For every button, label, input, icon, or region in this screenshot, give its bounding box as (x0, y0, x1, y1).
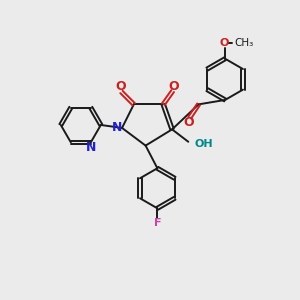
Text: O: O (184, 116, 194, 129)
Text: OH: OH (195, 139, 213, 149)
Text: F: F (154, 218, 161, 228)
Text: O: O (220, 38, 229, 48)
Text: N: N (86, 141, 97, 154)
Text: CH₃: CH₃ (235, 38, 254, 48)
Text: N: N (112, 122, 122, 134)
Text: O: O (116, 80, 126, 94)
Text: O: O (169, 80, 179, 93)
